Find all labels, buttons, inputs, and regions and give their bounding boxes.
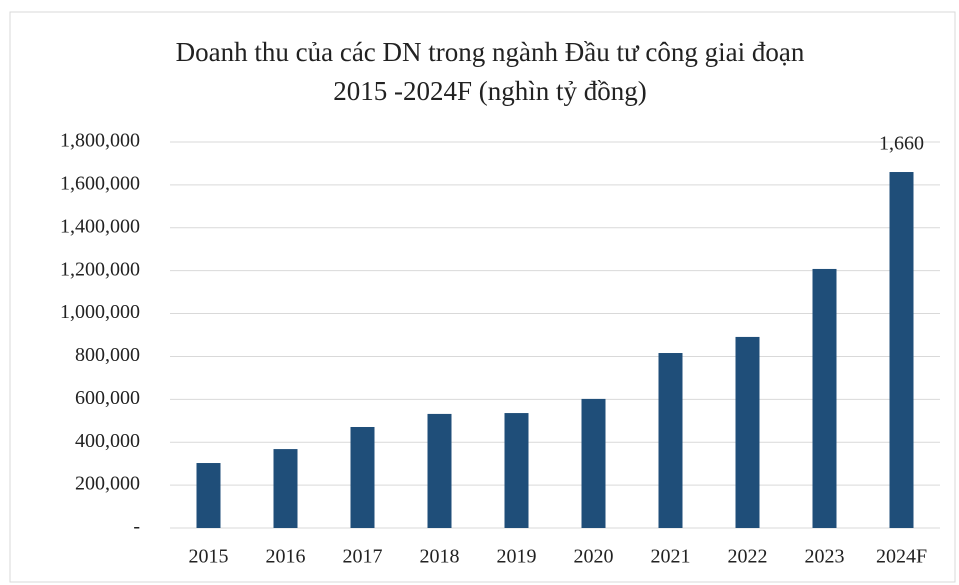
y-tick-label: 1,800,000 — [60, 130, 140, 152]
chart-border — [9, 11, 956, 583]
x-tick-label: 2018 — [420, 546, 460, 568]
bar — [581, 398, 606, 528]
x-tick-label: 2017 — [343, 546, 383, 568]
y-tick-label: 1,000,000 — [60, 301, 140, 323]
x-tick-label: 2023 — [805, 546, 845, 568]
y-tick-label: 1,600,000 — [60, 172, 140, 194]
bar — [658, 353, 683, 528]
y-tick-label: 400,000 — [75, 430, 140, 452]
chart-title: 2015 -2024F (nghìn tỷ đồng) — [333, 76, 647, 106]
bar — [427, 413, 452, 528]
bar — [196, 463, 221, 528]
y-tick-label: 1,200,000 — [60, 258, 140, 280]
bar — [889, 172, 914, 528]
x-tick-label: 2019 — [497, 546, 537, 568]
y-tick-label: 600,000 — [75, 387, 140, 409]
bar — [273, 449, 298, 528]
bar — [812, 268, 837, 528]
bar — [504, 413, 529, 528]
x-tick-label: 2022 — [728, 546, 768, 568]
x-tick-label: 2020 — [574, 546, 614, 568]
x-tick-label: 2021 — [651, 546, 691, 568]
x-tick-label: 2016 — [266, 546, 306, 568]
y-tick-label: 1,400,000 — [60, 215, 140, 237]
x-tick-label: 2015 — [189, 546, 229, 568]
bar — [350, 426, 375, 528]
chart-title: Doanh thu của các DN trong ngành Đầu tư … — [176, 37, 805, 67]
x-tick-label: 2024F — [876, 546, 927, 568]
bar — [735, 336, 760, 528]
y-tick-label: - — [133, 516, 140, 538]
y-tick-label: 200,000 — [75, 473, 140, 495]
data-label: 1,660 — [879, 133, 924, 155]
y-tick-label: 800,000 — [75, 344, 140, 366]
